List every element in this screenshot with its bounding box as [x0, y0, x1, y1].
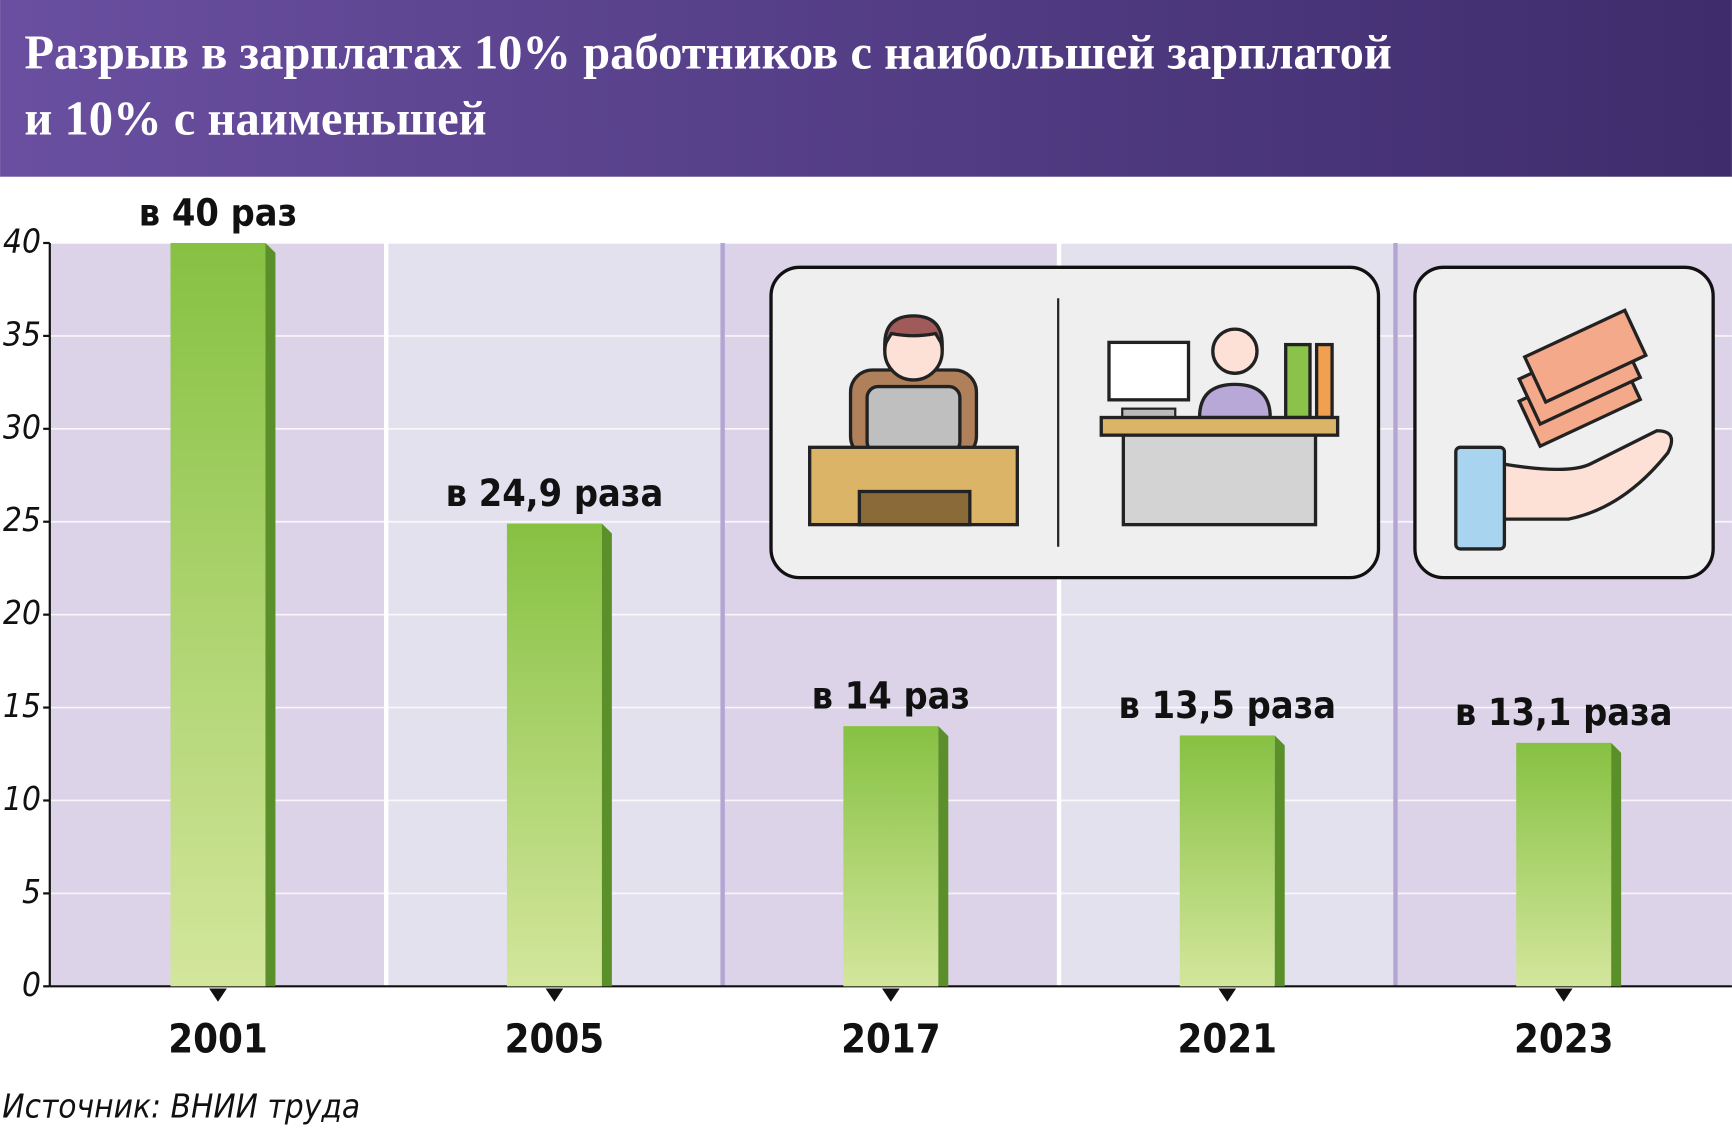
bar-side: [601, 523, 612, 987]
bar-side: [1274, 735, 1285, 987]
y-tick-label: 15: [3, 686, 41, 725]
bar: [506, 523, 602, 987]
x-tick-label: 2021: [1178, 1017, 1278, 1063]
value-label: в 14 раз: [812, 673, 971, 717]
bar: [843, 726, 939, 987]
chart-title: Разрыв в зарплатах 10% работников с наиб…: [24, 25, 1392, 79]
x-tick-marker: [1554, 988, 1573, 1002]
x-tick-marker: [209, 988, 227, 1002]
y-tick-label: 0: [22, 965, 41, 1004]
y-tick-label: 30: [3, 407, 41, 446]
chart-title: и 10% с наименьшей: [24, 92, 486, 146]
x-tick-marker: [882, 988, 900, 1002]
value-label: в 13,1 раза: [1455, 690, 1673, 734]
x-tick-marker: [1218, 988, 1237, 1002]
x-tick-label: 2017: [841, 1017, 941, 1063]
source: Источник: ВНИИ труда: [2, 1087, 360, 1126]
y-tick-label: 35: [3, 314, 41, 353]
value-label: в 13,5 раза: [1118, 683, 1336, 727]
bar: [1179, 735, 1275, 987]
x-tick-label: 2001: [168, 1017, 268, 1063]
value-label: в 40 раз: [139, 190, 298, 234]
bar: [1516, 742, 1612, 987]
y-tick-label: 20: [3, 593, 41, 632]
x-tick-marker: [545, 988, 564, 1002]
x-tick-label: 2023: [1514, 1017, 1614, 1063]
bar-side: [265, 242, 276, 987]
y-tick-label: 5: [22, 872, 41, 911]
value-label: в 24,9 раза: [446, 471, 664, 515]
illustrations: [769, 265, 1715, 580]
bar-side: [938, 726, 949, 987]
y-tick-label: 10: [3, 779, 41, 818]
bar-side: [1611, 742, 1622, 987]
x-tick-label: 2005: [505, 1017, 605, 1063]
y-tick-label: 25: [3, 500, 41, 539]
bar: [170, 242, 266, 987]
header: [0, 0, 1732, 177]
y-tick-label: 40: [3, 221, 41, 260]
